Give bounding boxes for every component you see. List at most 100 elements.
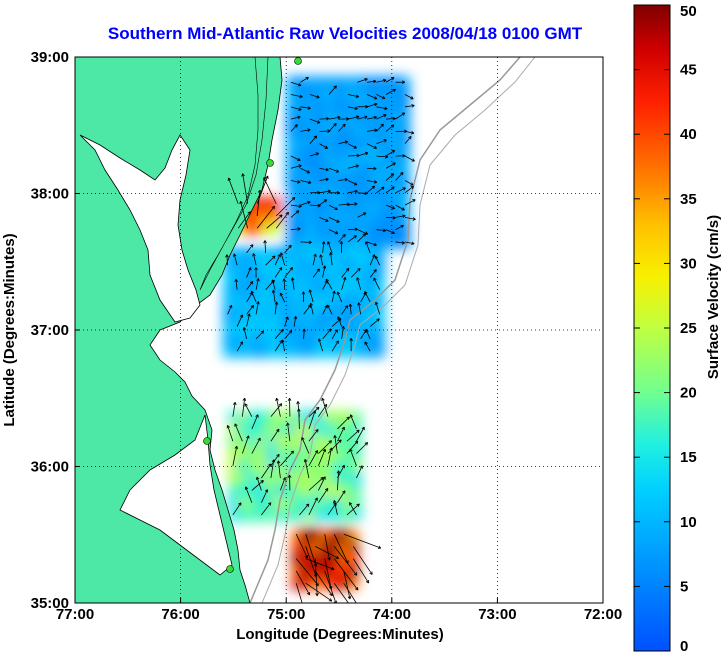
velocity-cell bbox=[333, 211, 344, 225]
velocity-vector bbox=[265, 255, 276, 266]
velocity-cell bbox=[355, 246, 366, 260]
velocity-cell bbox=[327, 271, 338, 285]
velocity-cell bbox=[313, 435, 324, 448]
velocity-cell bbox=[266, 508, 277, 522]
velocity-cell bbox=[346, 283, 357, 297]
vector-arrowhead bbox=[373, 242, 377, 247]
velocity-vector bbox=[324, 558, 332, 590]
velocity-vector bbox=[305, 582, 333, 602]
velocity-vector bbox=[227, 305, 232, 315]
vector-arrowhead bbox=[344, 140, 349, 144]
velocity-cell bbox=[232, 332, 243, 346]
velocity-cell bbox=[304, 459, 315, 473]
delmarva-peninsula bbox=[199, 57, 269, 291]
velocity-vector bbox=[366, 129, 378, 132]
velocity-cell bbox=[352, 174, 363, 188]
velocity-cell bbox=[348, 577, 359, 590]
velocity-cell bbox=[298, 320, 309, 334]
vector-arrowhead bbox=[373, 145, 377, 149]
velocity-vector bbox=[251, 480, 264, 491]
velocity-cell bbox=[308, 295, 319, 309]
vector-arrowhead bbox=[392, 162, 396, 166]
velocity-vector bbox=[324, 570, 337, 603]
velocity-vector bbox=[299, 503, 310, 516]
velocity-cell bbox=[355, 283, 366, 297]
vector-arrowhead bbox=[353, 572, 358, 576]
velocity-cell bbox=[336, 283, 347, 297]
vector-arrowhead bbox=[333, 435, 337, 439]
vector-arrowhead bbox=[271, 289, 276, 294]
velocity-cell bbox=[346, 295, 357, 309]
velocity-vector bbox=[404, 136, 412, 144]
velocity-cell bbox=[232, 308, 243, 321]
vector-arrowhead bbox=[362, 212, 367, 216]
velocity-vector bbox=[277, 460, 281, 479]
velocity-vector bbox=[226, 254, 228, 266]
velocity-vector bbox=[300, 167, 310, 174]
velocity-vector bbox=[358, 302, 362, 315]
velocity-vector bbox=[261, 463, 272, 479]
velocity-vector bbox=[300, 77, 309, 83]
vector-arrowhead bbox=[317, 338, 322, 342]
vector-arrowhead bbox=[349, 502, 353, 506]
velocity-cell bbox=[333, 223, 344, 237]
vector-arrowhead bbox=[322, 476, 326, 480]
velocity-cell bbox=[308, 283, 319, 297]
vector-arrowhead bbox=[364, 291, 368, 295]
velocity-cell bbox=[275, 496, 286, 510]
velocity-cell bbox=[323, 435, 334, 448]
velocity-cell bbox=[332, 447, 343, 461]
velocity-vector bbox=[338, 203, 350, 206]
vector-arrowhead bbox=[316, 95, 320, 99]
vector-arrowhead bbox=[349, 448, 353, 452]
vector-arrowhead bbox=[281, 339, 285, 343]
velocity-cell bbox=[295, 149, 306, 163]
velocity-vector bbox=[256, 189, 261, 217]
velocity-cell bbox=[305, 174, 316, 188]
velocity-cell bbox=[270, 332, 281, 346]
velocity-cell bbox=[279, 345, 290, 358]
vector-arrowhead bbox=[315, 406, 320, 411]
velocity-cell bbox=[319, 540, 330, 553]
vector-arrowhead bbox=[365, 241, 369, 245]
velocity-vector bbox=[366, 180, 377, 183]
velocity-cell bbox=[342, 410, 353, 424]
velocity-vector bbox=[404, 199, 416, 206]
velocity-cell bbox=[289, 295, 300, 309]
velocity-cell bbox=[275, 459, 286, 473]
velocity-cell bbox=[324, 235, 335, 249]
velocity-cell bbox=[362, 223, 373, 237]
velocity-vector bbox=[272, 290, 276, 303]
velocity-cell bbox=[332, 496, 343, 510]
velocity-cell bbox=[305, 125, 316, 139]
velocity-vector bbox=[309, 289, 314, 303]
y-tick-label: 38:00 bbox=[31, 186, 69, 203]
velocity-vector bbox=[236, 341, 243, 352]
velocity-cell bbox=[346, 308, 357, 321]
velocity-cell bbox=[313, 496, 324, 510]
velocity-vector bbox=[331, 340, 339, 352]
velocity-vector bbox=[357, 152, 369, 157]
velocity-vector bbox=[385, 89, 396, 95]
vector-arrowhead bbox=[355, 164, 359, 168]
vector-arrowhead bbox=[287, 397, 292, 401]
velocity-cell bbox=[279, 308, 290, 321]
velocity-cell bbox=[251, 295, 262, 309]
vector-arrowhead bbox=[336, 470, 341, 474]
velocity-vector bbox=[312, 253, 316, 266]
velocity-vector bbox=[366, 143, 377, 149]
vector-arrowhead bbox=[325, 218, 329, 222]
velocity-vector bbox=[347, 203, 358, 206]
velocity-vector bbox=[385, 118, 396, 120]
velocity-vector bbox=[347, 165, 359, 169]
velocity-vector bbox=[337, 291, 343, 303]
vector-arrowhead bbox=[327, 557, 331, 561]
velocity-vector bbox=[322, 328, 332, 340]
vector-arrowhead bbox=[260, 330, 265, 334]
vector-arrowhead bbox=[278, 403, 283, 407]
velocity-cell bbox=[327, 345, 338, 358]
velocity-vector bbox=[284, 330, 293, 340]
vector-arrowhead bbox=[361, 426, 365, 431]
velocity-vector bbox=[263, 177, 277, 204]
velocity-vector bbox=[369, 269, 377, 278]
